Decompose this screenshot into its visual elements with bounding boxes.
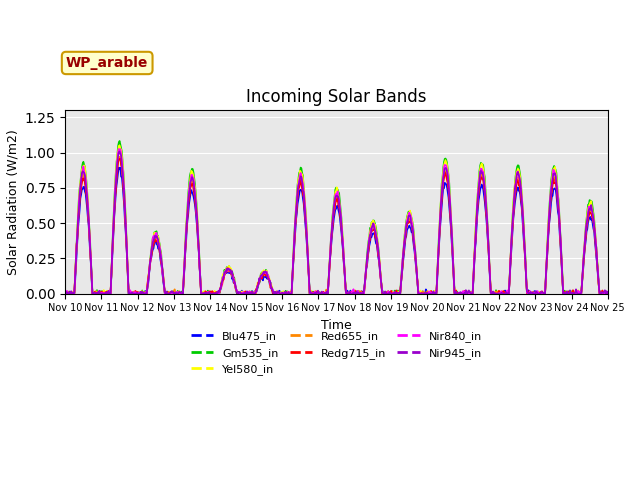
Yel580_in (116, 143, 124, 148)
Nir945_in (604, 290, 612, 296)
Yel580_in (212, 291, 220, 297)
Redg715_in (128, 291, 136, 297)
Line: Blu475_in: Blu475_in (65, 168, 608, 294)
Y-axis label: Solar Radiation (W/m2): Solar Radiation (W/m2) (6, 129, 19, 275)
X-axis label: Time: Time (321, 319, 352, 332)
Line: Nir840_in: Nir840_in (65, 149, 608, 294)
Line: Nir945_in: Nir945_in (65, 152, 608, 294)
Blu475_in (212, 290, 220, 296)
Redg715_in (71, 276, 79, 281)
Red655_in (604, 291, 612, 297)
Yel580_in (61, 290, 69, 296)
Line: Redg715_in: Redg715_in (65, 158, 608, 294)
Red655_in (183, 222, 191, 228)
Redg715_in (116, 156, 124, 161)
Nir840_in (419, 291, 427, 297)
Title: Incoming Solar Bands: Incoming Solar Bands (246, 88, 427, 106)
Nir945_in (71, 275, 79, 280)
Blu475_in (72, 265, 79, 271)
Gm535_in (404, 212, 412, 217)
Red655_in (61, 291, 69, 297)
Redg715_in (403, 222, 411, 228)
Red655_in (419, 288, 427, 294)
Redg715_in (419, 291, 427, 297)
Yel580_in (404, 212, 412, 218)
Line: Yel580_in: Yel580_in (65, 145, 608, 294)
Yel580_in (72, 257, 79, 263)
Blu475_in (116, 165, 124, 170)
Gm535_in (62, 291, 70, 297)
Gm535_in (61, 290, 69, 296)
Gm535_in (72, 255, 79, 261)
Redg715_in (183, 224, 191, 230)
Yel580_in (184, 206, 191, 212)
Nir945_in (403, 219, 411, 225)
Blu475_in (420, 291, 428, 297)
Gm535_in (420, 290, 428, 296)
Nir840_in (128, 289, 136, 295)
Gm535_in (604, 290, 612, 296)
Nir840_in (115, 146, 123, 152)
Line: Red655_in: Red655_in (65, 156, 608, 294)
Redg715_in (61, 291, 69, 297)
Yel580_in (604, 290, 612, 296)
Blu475_in (62, 291, 70, 297)
Red655_in (116, 154, 124, 159)
Blu475_in (184, 217, 191, 223)
Redg715_in (604, 291, 612, 297)
Yel580_in (420, 291, 428, 297)
Nir840_in (183, 219, 191, 225)
Line: Gm535_in: Gm535_in (65, 141, 608, 294)
Redg715_in (212, 291, 220, 297)
Nir840_in (604, 291, 612, 297)
Red655_in (403, 222, 411, 228)
Nir945_in (61, 291, 69, 297)
Gm535_in (116, 138, 124, 144)
Gm535_in (184, 204, 191, 209)
Text: WP_arable: WP_arable (66, 56, 148, 70)
Red655_in (71, 275, 79, 281)
Blu475_in (61, 290, 69, 296)
Nir840_in (71, 274, 79, 280)
Blu475_in (604, 291, 612, 297)
Nir840_in (403, 217, 411, 223)
Nir945_in (183, 220, 191, 226)
Red655_in (212, 290, 220, 296)
Blu475_in (129, 290, 136, 296)
Blu475_in (404, 226, 412, 231)
Nir945_in (212, 291, 220, 297)
Nir945_in (128, 290, 136, 296)
Red655_in (128, 291, 136, 297)
Yel580_in (64, 291, 72, 297)
Nir840_in (212, 291, 220, 297)
Nir840_in (61, 291, 69, 297)
Nir945_in (116, 149, 124, 155)
Gm535_in (212, 289, 220, 295)
Nir945_in (419, 291, 427, 297)
Legend: Blu475_in, Gm535_in, Yel580_in, Red655_in, Redg715_in, Nir840_in, Nir945_in: Blu475_in, Gm535_in, Yel580_in, Red655_i… (187, 327, 486, 380)
Yel580_in (129, 291, 136, 297)
Gm535_in (129, 291, 136, 297)
